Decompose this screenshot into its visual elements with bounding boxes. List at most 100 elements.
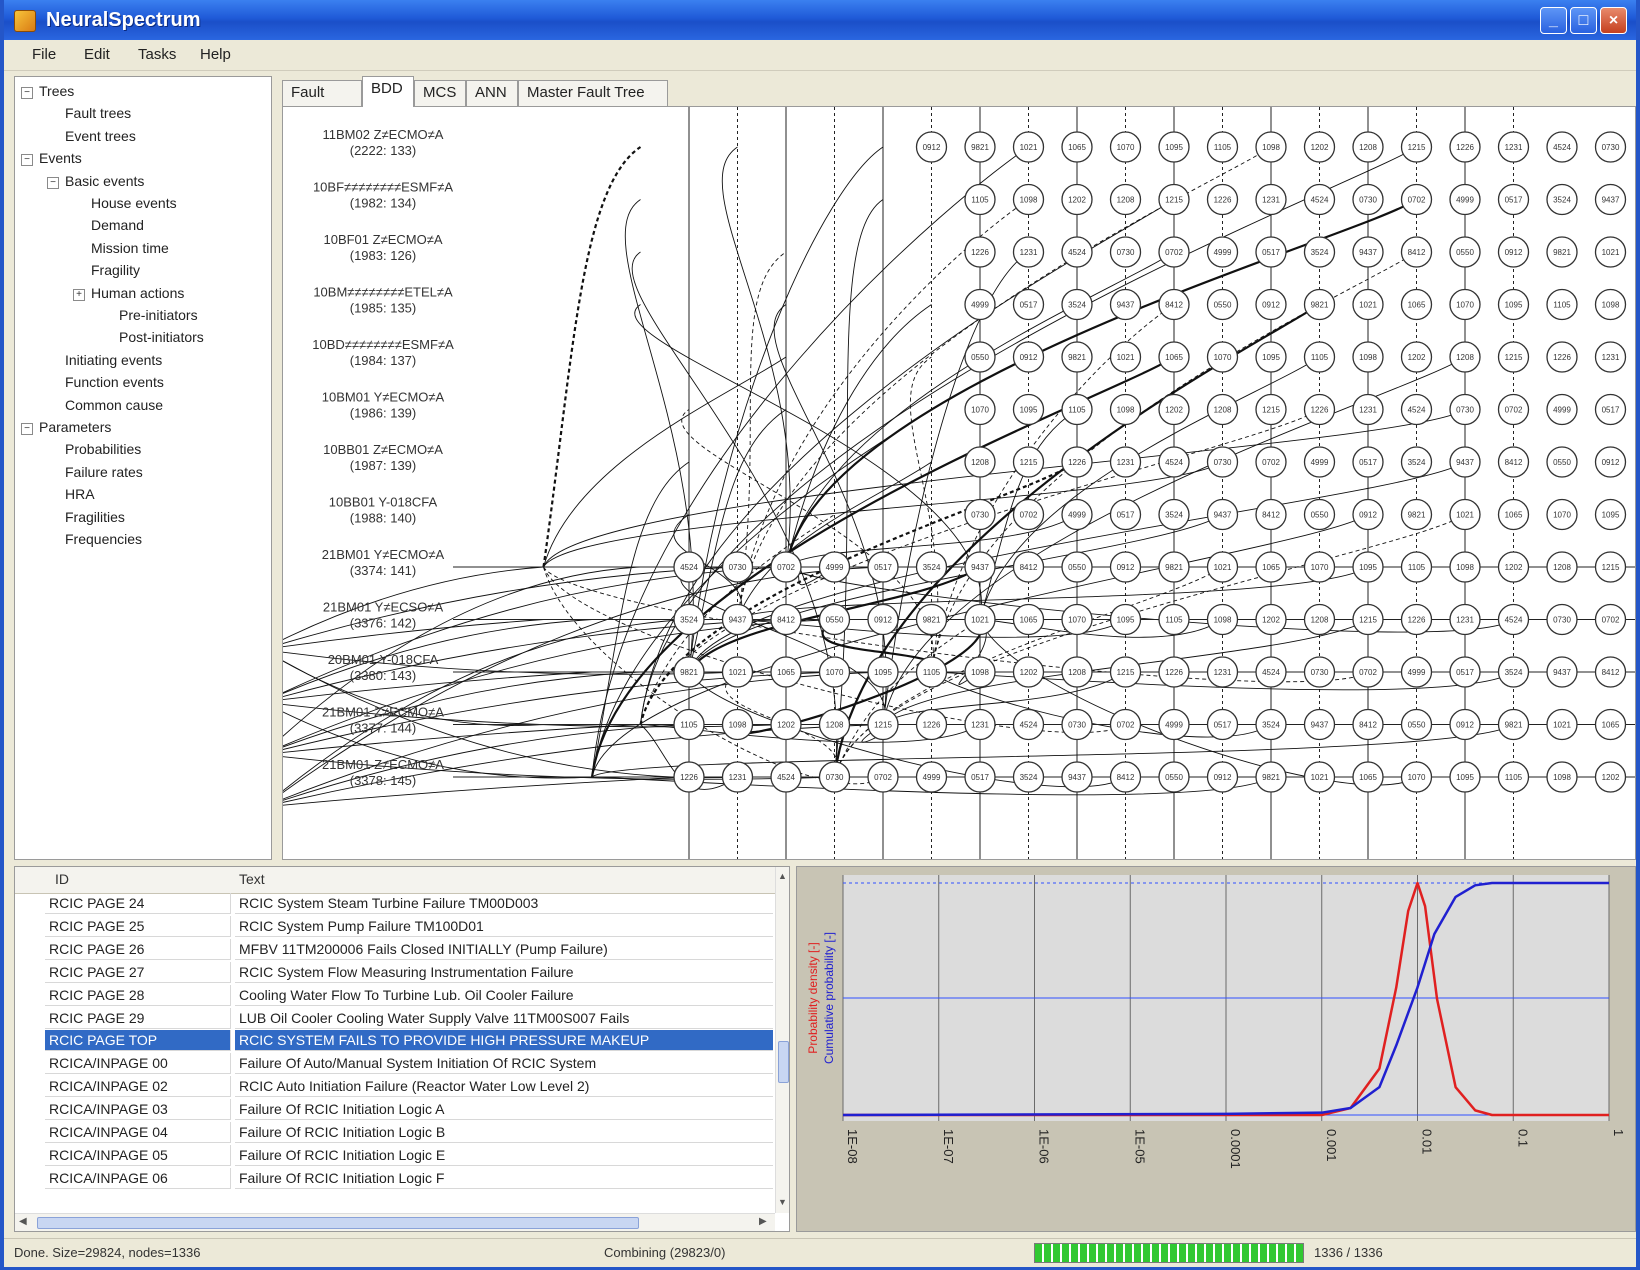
bdd-canvas[interactable]: 0912 9821 1021 1065 1070 1095 1105 1098 1202 1208… xyxy=(282,106,1636,860)
bdd-node[interactable]: 0730 xyxy=(1061,708,1093,741)
tree-toggle-icon[interactable]: − xyxy=(47,176,59,189)
bdd-node[interactable]: 1095 xyxy=(1109,603,1142,636)
bdd-node[interactable]: 1231 xyxy=(1109,446,1142,478)
cell-id[interactable]: RCIC PAGE 29 xyxy=(45,1007,231,1029)
bdd-node[interactable]: 1215 xyxy=(867,708,899,741)
bdd-node[interactable]: 1098 xyxy=(1546,761,1578,793)
bdd-node[interactable]: 8412 xyxy=(1158,288,1190,321)
bdd-node[interactable]: 1226 xyxy=(1206,183,1239,216)
bdd-node[interactable]: 1065 xyxy=(770,656,802,688)
bdd-node[interactable]: 1021 xyxy=(1109,341,1142,373)
bdd-node[interactable]: 1226 xyxy=(1400,603,1433,636)
bdd-node[interactable]: 1095 xyxy=(1352,551,1384,583)
scroll-left-icon[interactable]: ◀ xyxy=(19,1216,27,1227)
bdd-node[interactable]: 4524 xyxy=(1061,236,1093,268)
bdd-node[interactable]: 1215 xyxy=(1594,551,1627,583)
cell-text[interactable]: RCIC System Flow Measuring Instrumentati… xyxy=(235,962,773,983)
bdd-node[interactable]: 9437 xyxy=(1546,656,1578,688)
bdd-node[interactable]: 0702 xyxy=(1497,393,1530,426)
tab-fault-tree[interactable]: Fault Tree xyxy=(282,80,362,125)
bdd-node[interactable]: 3524 xyxy=(1061,288,1093,321)
bdd-node[interactable]: 1208 xyxy=(1449,341,1481,373)
bdd-node[interactable]: 1208 xyxy=(1352,131,1384,163)
bdd-node[interactable]: 1065 xyxy=(1497,498,1530,531)
cell-text[interactable]: RCIC System Pump Failure TM100D01 xyxy=(235,916,773,937)
bdd-node[interactable]: 0550 xyxy=(1206,288,1239,321)
tree-node-basic-events[interactable]: Basic events xyxy=(65,172,145,189)
tree-node-events[interactable]: Events xyxy=(39,150,82,167)
bdd-node[interactable]: 1231 xyxy=(1255,183,1287,216)
bdd-node[interactable]: 1070 xyxy=(1303,551,1336,583)
menu-edit[interactable]: Edit xyxy=(84,46,110,63)
bdd-node[interactable]: 4999 xyxy=(1206,236,1239,268)
bdd-node[interactable]: 9821 xyxy=(1255,761,1287,793)
bdd-node[interactable]: 1098 xyxy=(1206,603,1239,636)
bdd-node[interactable]: 8412 xyxy=(1012,551,1045,583)
bdd-node[interactable]: 1215 xyxy=(1109,656,1142,688)
table-row[interactable]: RCICA/INPAGE 04 Failure Of RCIC Initiatio… xyxy=(45,1122,773,1144)
bdd-node[interactable]: 1095 xyxy=(1594,498,1627,531)
bdd-node[interactable]: 9437 xyxy=(1206,498,1239,531)
bdd-node[interactable]: 0702 xyxy=(1400,183,1433,216)
bdd-node[interactable]: 0702 xyxy=(1012,498,1045,531)
table-row[interactable]: RCIC PAGE 29 LUB Oil Cooler Cooling Water… xyxy=(45,1007,773,1030)
bdd-node[interactable]: 1202 xyxy=(1594,761,1627,793)
bdd-node[interactable]: 1070 xyxy=(1449,288,1481,321)
bdd-node[interactable]: 1231 xyxy=(1497,131,1530,163)
cell-id[interactable]: RCIC PAGE 25 xyxy=(45,915,231,937)
bdd-node[interactable]: 9821 xyxy=(964,131,996,163)
tree-node-hra[interactable]: HRA xyxy=(65,486,95,503)
bdd-node[interactable]: 0517 xyxy=(1206,708,1239,741)
bdd-node[interactable]: 4524 xyxy=(1303,183,1336,216)
bdd-node[interactable]: 4999 xyxy=(1546,393,1578,426)
tree-node-failure-rates[interactable]: Failure rates xyxy=(65,463,143,480)
bdd-node[interactable]: 1226 xyxy=(1061,446,1093,478)
bdd-node[interactable]: 3524 xyxy=(1303,236,1336,268)
bdd-node[interactable]: 1226 xyxy=(915,708,948,741)
bdd-node[interactable]: 1231 xyxy=(1352,393,1384,426)
bdd-node[interactable]: 1226 xyxy=(673,761,705,793)
bdd-node[interactable]: 9821 xyxy=(1303,288,1336,321)
bdd-node[interactable]: 1105 xyxy=(1497,761,1530,793)
bdd-node[interactable]: 4524 xyxy=(1255,656,1287,688)
bdd-node[interactable]: 1202 xyxy=(1255,603,1287,636)
bdd-node[interactable]: 1208 xyxy=(818,708,851,741)
bdd-node[interactable]: 0730 xyxy=(721,551,754,583)
bdd-node[interactable]: 0517 xyxy=(1594,393,1627,426)
tab-mcs[interactable]: MCS xyxy=(414,80,466,106)
bdd-node[interactable]: 1215 xyxy=(1497,341,1530,373)
bdd-node[interactable]: 0702 xyxy=(1109,708,1142,741)
bdd-node[interactable]: 1105 xyxy=(1061,393,1093,426)
bdd-node[interactable]: 9437 xyxy=(1061,761,1093,793)
table-row[interactable]: RCICA/INPAGE 06 Failure Of RCIC Initiatio… xyxy=(45,1167,773,1190)
bdd-node[interactable]: 0730 xyxy=(818,761,851,793)
bdd-node[interactable]: 0912 xyxy=(1449,708,1481,741)
bdd-node[interactable]: 0702 xyxy=(1352,656,1384,688)
bdd-node[interactable]: 9437 xyxy=(1449,446,1481,478)
bdd-node[interactable]: 1231 xyxy=(964,708,996,741)
bdd-node[interactable]: 1098 xyxy=(1012,183,1045,216)
cell-id[interactable]: RCICA/INPAGE 06 xyxy=(45,1167,231,1189)
bdd-node[interactable]: 0702 xyxy=(867,761,899,793)
bdd-node[interactable]: 1105 xyxy=(1158,603,1190,636)
bdd-node[interactable]: 1208 xyxy=(1546,551,1578,583)
tree-node-function-events[interactable]: Function events xyxy=(65,374,164,391)
bdd-node[interactable]: 1095 xyxy=(1449,761,1481,793)
bdd-node[interactable]: 1215 xyxy=(1352,603,1384,636)
tree-node-frequencies[interactable]: Frequencies xyxy=(65,531,143,547)
bdd-node[interactable]: 0550 xyxy=(1400,708,1433,741)
bdd-node[interactable]: 1070 xyxy=(818,656,851,688)
scroll-up-icon[interactable]: ▲ xyxy=(778,871,787,881)
column-header-text[interactable]: Text xyxy=(239,871,265,887)
cell-id[interactable]: RCIC PAGE 27 xyxy=(45,961,231,983)
cell-id[interactable]: RCIC PAGE 26 xyxy=(45,938,231,960)
bdd-node[interactable]: 9821 xyxy=(1546,236,1578,268)
bdd-node[interactable]: 1202 xyxy=(1400,341,1433,373)
table-row[interactable]: RCICA/INPAGE 05 Failure Of RCIC Initiatio… xyxy=(45,1144,773,1167)
bdd-node[interactable]: 1065 xyxy=(1255,551,1287,583)
bdd-node[interactable]: 0912 xyxy=(1012,341,1045,373)
bdd-node[interactable]: 1105 xyxy=(673,708,705,741)
bdd-node[interactable]: 1226 xyxy=(1303,393,1336,426)
bdd-node[interactable]: 4524 xyxy=(1400,393,1433,426)
scroll-thumb[interactable] xyxy=(778,1041,789,1083)
